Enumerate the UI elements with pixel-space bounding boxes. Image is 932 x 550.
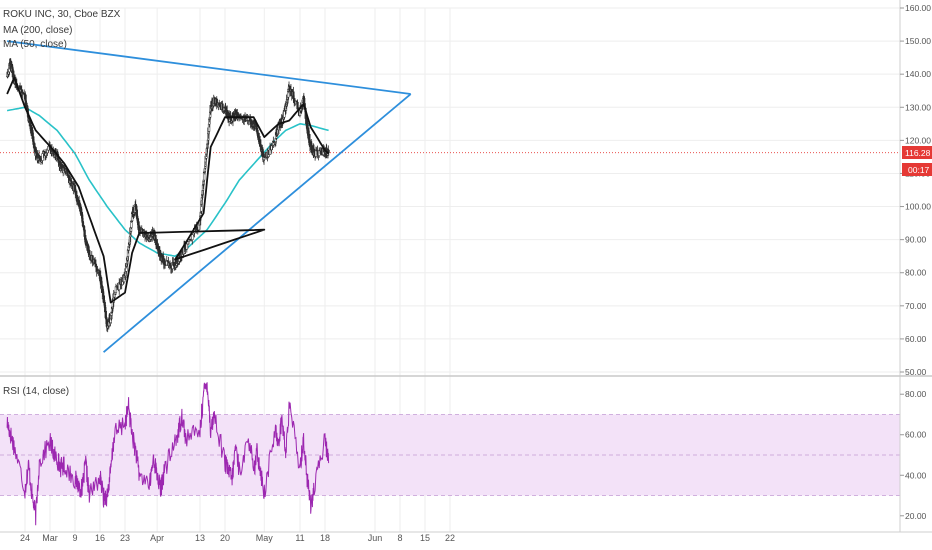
ma50-path — [6, 76, 330, 304]
time-tick-label: 8 — [397, 533, 402, 543]
time-tick-label: 18 — [320, 533, 330, 543]
candles — [6, 58, 330, 333]
price-tick-label: 120.00 — [905, 135, 931, 145]
time-axis[interactable]: 24 Mar 9 16 23 Apr 13 20 May 11 18 Jun 8 15 22 — [20, 533, 455, 543]
axes — [0, 0, 932, 533]
candle-body — [34, 147, 37, 151]
price-tick-label: 60.00 — [905, 334, 927, 344]
price-tick-label: 160.00 — [905, 3, 931, 13]
time-tick-label: 16 — [95, 533, 105, 543]
trendline-upper — [7, 40, 411, 95]
trendline-lower — [102, 93, 412, 353]
candle-body — [168, 262, 172, 266]
price-tick-label: 90.00 — [905, 235, 927, 245]
time-tick-label: 11 — [295, 533, 304, 543]
time-tick-label: Mar — [42, 533, 58, 543]
time-tick-label: May — [256, 533, 274, 543]
price-tick-label: 50.00 — [905, 367, 927, 377]
price-tick-label: 100.00 — [905, 202, 931, 212]
rsi-line — [6, 382, 330, 526]
time-tick-label: 24 — [20, 533, 30, 543]
trendlines — [7, 40, 412, 353]
candle-body — [191, 234, 194, 240]
legend-ma200[interactable]: MA (200, close) — [3, 25, 72, 36]
time-tick-label: 22 — [445, 533, 455, 543]
time-tick-label: 9 — [72, 533, 77, 543]
rsi-path — [6, 382, 330, 526]
candle-body — [185, 243, 188, 250]
time-tick-label: 13 — [195, 533, 205, 543]
countdown-badge-bg — [902, 163, 932, 176]
time-tick-label: 15 — [420, 533, 430, 543]
ma200-line — [6, 106, 329, 257]
rsi-tick-label: 80.00 — [905, 389, 927, 399]
rsi-tick-label: 20.00 — [905, 511, 927, 521]
rsi-tick-label: 40.00 — [905, 470, 927, 480]
price-tick-label: 80.00 — [905, 268, 927, 278]
candle-body — [197, 224, 201, 231]
price-badge: 116.28 — [902, 146, 932, 159]
candle-body — [138, 225, 141, 232]
price-tick-label: 130.00 — [905, 102, 931, 112]
ma50-line — [6, 76, 330, 304]
time-tick-label: Jun — [368, 533, 383, 543]
time-tick-label: Apr — [150, 533, 164, 543]
rsi-tick-label: 60.00 — [905, 430, 927, 440]
legend-symbol[interactable]: ROKU INC, 30, Cboe BZX — [3, 9, 121, 20]
countdown-badge-text: 00:17 — [908, 165, 930, 175]
ma200-path — [6, 106, 329, 257]
rsi-axis[interactable]: 80.00 60.00 40.00 20.00 — [900, 389, 927, 521]
countdown-badge: 00:17 — [902, 163, 932, 176]
price-tick-label: 140.00 — [905, 69, 931, 79]
price-tick-label: 70.00 — [905, 301, 927, 311]
price-badge-text: 116.28 — [905, 148, 931, 158]
price-badge-bg — [902, 146, 932, 159]
time-tick-label: 20 — [220, 533, 230, 543]
price-tick-label: 150.00 — [905, 36, 931, 46]
legend-rsi[interactable]: RSI (14, close) — [3, 386, 69, 397]
legend-ma50[interactable]: MA (50, close) — [3, 39, 67, 50]
time-tick-label: 23 — [120, 533, 130, 543]
